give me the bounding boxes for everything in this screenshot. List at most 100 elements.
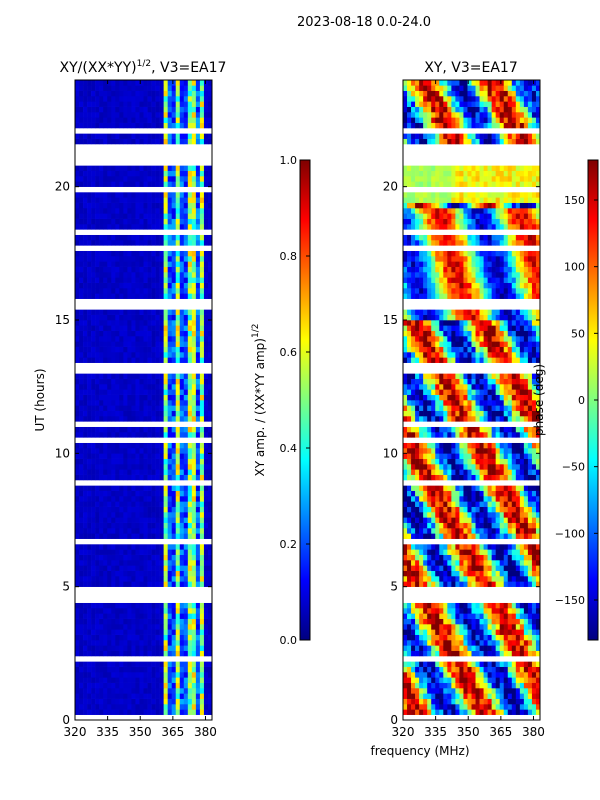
heatmap-cell — [439, 608, 444, 614]
heatmap-cell — [483, 517, 488, 523]
heatmap-cell — [115, 80, 120, 86]
heatmap-cell — [167, 400, 173, 406]
heatmap-cell — [503, 469, 509, 475]
heatmap-cell — [135, 645, 140, 651]
heatmap-cell — [131, 346, 136, 353]
heatmap-cell — [83, 341, 88, 347]
heatmap-cell — [139, 554, 144, 561]
heatmap-cell — [439, 448, 444, 454]
heatmap-cell — [75, 560, 80, 566]
heatmap-cell — [495, 549, 501, 555]
heatmap-cell — [195, 314, 201, 321]
heatmap-cell — [79, 709, 84, 715]
heatmap-cell — [123, 528, 128, 534]
heatmap-cell — [495, 661, 501, 667]
heatmap-cell — [175, 474, 181, 481]
heatmap-cell — [119, 320, 124, 326]
heatmap-cell — [479, 496, 484, 502]
heatmap-cell — [515, 512, 521, 518]
heatmap-cell — [79, 528, 84, 534]
heatmap-cell — [531, 650, 537, 657]
heatmap-cell — [431, 432, 436, 438]
heatmap-cell — [75, 138, 80, 145]
heatmap-cell — [151, 554, 156, 561]
heatmap-cell — [191, 661, 197, 667]
heatmap-cell — [487, 517, 492, 523]
heatmap-cell — [467, 469, 472, 475]
heatmap-cell — [523, 533, 529, 539]
heatmap-cell — [123, 90, 128, 97]
heatmap-cell — [427, 485, 432, 491]
heatmap-cell — [411, 709, 416, 715]
heatmap-cell — [135, 85, 140, 91]
heatmap-cell — [411, 544, 416, 550]
heatmap-cell — [427, 565, 432, 571]
heatmap-cell — [519, 469, 525, 475]
heatmap-cell — [415, 650, 420, 657]
heatmap-cell — [427, 506, 432, 513]
heatmap-cell — [415, 517, 420, 523]
heatmap-cell — [491, 608, 496, 614]
heatmap-cell — [415, 602, 420, 609]
heatmap-cell — [95, 261, 100, 267]
heatmap-cell — [95, 341, 100, 347]
heatmap-cell — [479, 581, 484, 587]
heatmap-cell — [191, 570, 197, 577]
heatmap-cell — [119, 528, 124, 534]
heatmap-cell — [475, 618, 480, 625]
heatmap-cell — [507, 485, 513, 491]
heatmap-cell — [155, 608, 160, 614]
heatmap-cell — [411, 693, 416, 699]
heatmap-cell — [523, 565, 529, 571]
heatmap-cell — [119, 202, 124, 209]
heatmap-cell — [423, 581, 428, 587]
heatmap-cell — [423, 544, 428, 550]
heatmap-cell — [99, 640, 104, 646]
heatmap-cell — [107, 501, 112, 507]
heatmap-cell — [131, 240, 136, 246]
heatmap-cell — [75, 432, 80, 438]
heatmap-cell — [75, 704, 80, 710]
heatmap-cell — [87, 416, 92, 422]
heatmap-cell — [131, 570, 136, 577]
heatmap-cell — [75, 554, 80, 561]
heatmap-cell — [151, 341, 156, 347]
heatmap-cell — [535, 613, 541, 619]
heatmap-cell — [175, 442, 181, 449]
heatmap-cell — [531, 501, 537, 507]
heatmap-cell — [167, 565, 173, 571]
heatmap-cell — [95, 165, 100, 171]
heatmap-cell — [131, 709, 136, 715]
heatmap-cell — [79, 181, 84, 187]
heatmap-cell — [171, 165, 177, 171]
heatmap-cell — [115, 544, 120, 550]
heatmap-cell — [183, 80, 189, 86]
heatmap-cell — [155, 224, 160, 230]
heatmap-cell — [135, 181, 140, 187]
heatmap-cell — [163, 560, 168, 566]
heatmap-cell — [159, 496, 164, 502]
heatmap-cell — [91, 490, 96, 497]
heatmap-cell — [107, 309, 112, 315]
heatmap-cell — [99, 416, 104, 422]
heatmap-cell — [179, 618, 185, 625]
heatmap-cell — [107, 85, 112, 91]
heatmap-cell — [443, 704, 448, 710]
heatmap-cell — [515, 506, 521, 513]
heatmap-cell — [87, 549, 92, 555]
heatmap-cell — [147, 501, 152, 507]
heatmap-cell — [187, 624, 193, 630]
heatmap-cell — [195, 506, 201, 513]
heatmap-cell — [123, 272, 128, 278]
heatmap-cell — [183, 272, 189, 278]
heatmap-cell — [83, 533, 88, 539]
heatmap-cell — [515, 581, 521, 587]
heatmap-cell — [435, 512, 440, 518]
heatmap-cell — [175, 682, 181, 689]
heatmap-cell — [159, 506, 164, 513]
heatmap-cell — [171, 378, 177, 385]
heatmap-cell — [139, 709, 144, 715]
heatmap-cell — [95, 506, 100, 513]
heatmap-cell — [523, 629, 529, 635]
heatmap-cell — [451, 464, 456, 470]
